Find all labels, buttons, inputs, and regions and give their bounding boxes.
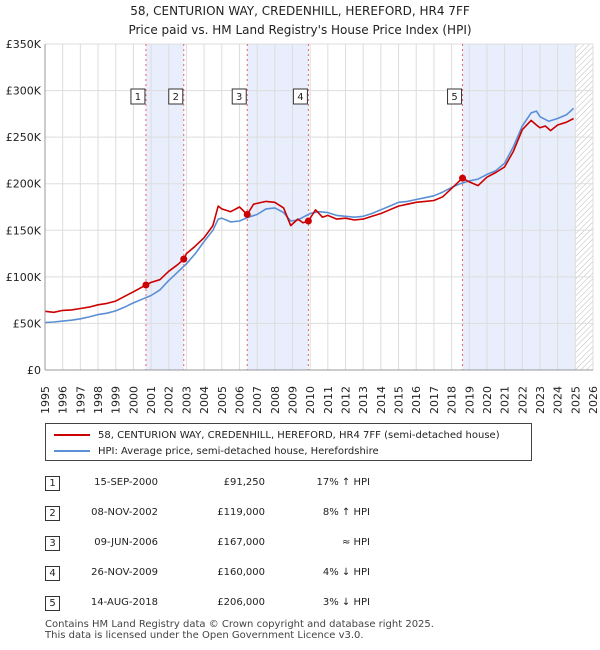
- sale-date: 15-SEP-2000: [94, 477, 158, 488]
- sale-price: £206,000: [217, 597, 265, 608]
- y-tick-label: £50K: [13, 317, 42, 330]
- legend-swatch-property: [54, 434, 90, 436]
- x-tick-label: 2026: [587, 386, 600, 414]
- legend-swatch-hpi: [54, 450, 90, 452]
- sale-label-box: [130, 88, 146, 105]
- sale-hpi-comparison: 17% ↑ HPI: [316, 477, 370, 488]
- sale-label-box: [231, 88, 247, 105]
- x-tick-label: 2013: [357, 386, 370, 414]
- sale-hpi-comparison: 8% ↑ HPI: [322, 507, 370, 518]
- sale-label-number: 1: [135, 92, 141, 103]
- x-tick-label: 2022: [516, 386, 529, 414]
- x-tick-label: 2018: [446, 386, 459, 414]
- chart-title: 58, CENTURION WAY, CREDENHILL, HEREFORD,…: [0, 2, 600, 40]
- footer-licence: This data is licensed under the Open Gov…: [45, 630, 364, 641]
- sale-date: 09-JUN-2006: [94, 537, 158, 548]
- sale-hpi-comparison: 3% ↓ HPI: [322, 597, 370, 608]
- x-tick-label: 2015: [393, 386, 406, 414]
- series-line-hpi: [44, 107, 575, 324]
- x-tick-label: 2009: [286, 386, 299, 414]
- x-tick-label: 2024: [552, 386, 565, 414]
- x-tick-label: 2020: [481, 386, 494, 414]
- sale-label-number: 2: [173, 92, 179, 103]
- x-tick-label: 1999: [110, 386, 123, 414]
- sale-price: £160,000: [217, 567, 265, 578]
- x-tick-label: 2023: [534, 386, 547, 414]
- legend-item-hpi: HPI: Average price, semi-detached house,…: [54, 443, 379, 459]
- chart-subtitle: Price paid vs. HM Land Registry's House …: [128, 23, 472, 37]
- sale-date: 08-NOV-2002: [91, 507, 158, 518]
- sale-row: 5 14-AUG-2018 £206,000 3% ↓ HPI: [0, 596, 600, 614]
- sale-point: [459, 174, 467, 182]
- legend-label-property: 58, CENTURION WAY, CREDENHILL, HEREFORD,…: [98, 429, 500, 441]
- footer-attribution: Contains HM Land Registry data © Crown c…: [45, 619, 434, 641]
- y-tick-label: £350K: [6, 38, 42, 51]
- y-tick-label: £300K: [6, 85, 42, 98]
- sale-label-number: 3: [236, 92, 242, 103]
- shaded-period: [462, 44, 576, 370]
- x-tick-label: 2019: [463, 386, 476, 414]
- x-tick-label: 2002: [163, 386, 176, 414]
- chart-legend: 58, CENTURION WAY, CREDENHILL, HEREFORD,…: [45, 423, 532, 461]
- sale-hpi-comparison: ≈ HPI: [341, 537, 370, 548]
- y-tick-label: £0: [27, 364, 41, 377]
- y-tick-label: £100K: [6, 271, 42, 284]
- sale-date: 26-NOV-2009: [91, 567, 158, 578]
- x-tick-label: 1995: [39, 386, 52, 414]
- sale-label-number: 5: [451, 92, 457, 103]
- x-tick-label: 2000: [127, 386, 140, 414]
- x-tick-label: 1996: [57, 386, 70, 414]
- sale-label-box: [168, 88, 184, 105]
- sale-row: 1 15-SEP-2000 £91,250 17% ↑ HPI: [0, 476, 600, 494]
- sale-point: [142, 281, 150, 289]
- x-tick-label: 2007: [251, 386, 264, 414]
- chart-title-main: 58, CENTURION WAY, CREDENHILL, HEREFORD,…: [130, 4, 470, 18]
- x-tick-label: 2017: [428, 386, 441, 414]
- sale-price: £91,250: [223, 477, 265, 488]
- sale-number-badge: 4: [45, 566, 60, 581]
- sale-price: £119,000: [217, 507, 265, 518]
- y-tick-label: £200K: [6, 178, 42, 191]
- legend-item-property: 58, CENTURION WAY, CREDENHILL, HEREFORD,…: [54, 427, 500, 443]
- x-tick-label: 2003: [180, 386, 193, 414]
- x-tick-label: 2005: [216, 386, 229, 414]
- x-tick-label: 2004: [198, 386, 211, 414]
- sale-point: [243, 210, 251, 218]
- x-tick-label: 2008: [269, 386, 282, 414]
- future-hatch-region: [575, 44, 593, 370]
- sale-point: [304, 217, 312, 225]
- x-tick-label: 2014: [375, 386, 388, 414]
- sale-number-badge: 3: [45, 536, 60, 551]
- sale-row: 4 26-NOV-2009 £160,000 4% ↓ HPI: [0, 566, 600, 584]
- x-tick-label: 1998: [92, 386, 105, 414]
- x-tick-label: 1997: [74, 386, 87, 414]
- sale-label-box: [292, 88, 308, 105]
- sale-label-number: 4: [297, 92, 303, 103]
- sale-number-badge: 2: [45, 506, 60, 521]
- x-tick-label: 2025: [569, 386, 582, 414]
- sale-number-badge: 1: [45, 476, 60, 491]
- price-chart: 1 2 3 4 5 £0 £50K £100K £150K £200K £250K £300K £35…: [6, 38, 600, 414]
- sale-row: 3 09-JUN-2006 £167,000 ≈ HPI: [0, 536, 600, 554]
- x-tick-label: 2001: [145, 386, 158, 414]
- sale-hpi-comparison: 4% ↓ HPI: [322, 567, 370, 578]
- y-tick-label: £250K: [6, 131, 42, 144]
- y-tick-label: £150K: [6, 224, 42, 237]
- sale-label-box: [447, 88, 463, 105]
- x-tick-label: 2011: [322, 386, 335, 414]
- x-tick-label: 2006: [233, 386, 246, 414]
- x-tick-label: 2010: [304, 386, 317, 414]
- sale-date: 14-AUG-2018: [90, 597, 158, 608]
- x-tick-label: 2021: [499, 386, 512, 414]
- legend-label-hpi: HPI: Average price, semi-detached house,…: [98, 445, 379, 457]
- sale-row: 2 08-NOV-2002 £119,000 8% ↑ HPI: [0, 506, 600, 524]
- x-tick-label: 2016: [410, 386, 423, 414]
- sale-price: £167,000: [217, 537, 265, 548]
- sale-number-badge: 5: [45, 596, 60, 611]
- x-tick-label: 2012: [340, 386, 353, 414]
- sale-point: [180, 255, 188, 263]
- footer-copyright: Contains HM Land Registry data © Crown c…: [45, 619, 434, 630]
